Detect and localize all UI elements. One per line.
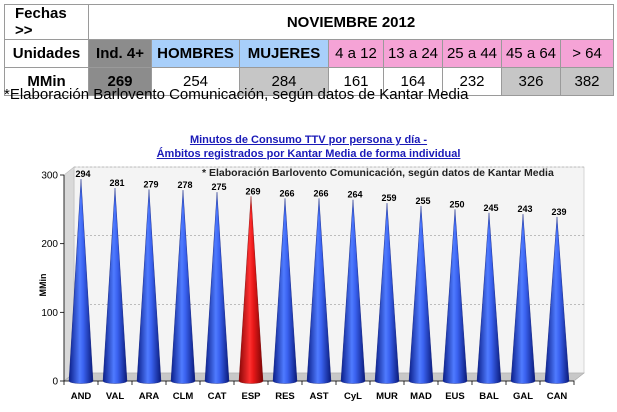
value-label-CLM: 278 (177, 180, 192, 190)
cone-body-CyL (340, 199, 366, 384)
value-label-GAL: 243 (517, 204, 532, 214)
x-tick-label-CAT: CAT (208, 391, 227, 402)
header-45-64: 45 a 64 (501, 39, 561, 68)
header-hombres: HOMBRES (151, 39, 240, 68)
source-note: *Elaboración Barlovento Comunicación, se… (4, 86, 469, 103)
header-ind: Ind. 4+ (88, 39, 152, 68)
x-tick-label-RES: RES (275, 391, 295, 402)
cone-body-ESP (238, 196, 264, 384)
cone-body-AST (306, 198, 332, 384)
chart-title: Minutos de Consumo TTV por persona y día… (189, 134, 428, 146)
header-64plus: > 64 (559, 39, 615, 68)
cone-body-CAT (204, 192, 230, 384)
x-tick-label-VAL: VAL (106, 391, 124, 402)
value-45-64: 326 (501, 67, 561, 96)
value-label-MAD: 255 (415, 196, 430, 206)
value-25-44: 232 (442, 67, 502, 96)
cone-RES (272, 198, 298, 384)
x-tick-label-layer: AND VAL ARA CLM CAT ESP RES AST CyL MUR MAD EUS BAL G… (63, 381, 575, 402)
chart-annotation: * Elaboración Barlovento Comunicación, s… (202, 167, 554, 179)
cone-ESP (238, 196, 264, 384)
cone-MAD (408, 205, 434, 384)
cone-body-MAD (408, 205, 434, 384)
x-tick-label-EUS: EUS (445, 391, 465, 402)
y-tick-label: 0 (52, 377, 58, 388)
cone-body-ARA (136, 189, 162, 384)
value-label-layer: 294 281 279 278 275 269 266 266 264 259 255 250 245 2… (75, 169, 566, 217)
header-mujeres: MUJERES (239, 39, 329, 68)
value-label-ARA: 279 (143, 179, 158, 189)
cone-layer (68, 179, 570, 384)
cone-body-VAL (102, 188, 128, 384)
x-tick-label-AST: AST (310, 391, 329, 402)
cone-EUS (442, 209, 468, 384)
value-label-CAN: 239 (551, 207, 566, 217)
y-tick-label-layer: 0 100 200 300 (41, 171, 64, 388)
value-ind: 269 (88, 67, 152, 96)
value-label-ESP: 269 (245, 186, 260, 196)
fechas-label: Fechas >> (4, 4, 89, 40)
x-tick-label-ARA: ARA (139, 391, 160, 402)
grid-layer (74, 166, 584, 305)
header-25-44: 25 a 44 (442, 39, 502, 68)
y-axis-label: MMin (38, 274, 48, 297)
cone-CAN (544, 216, 570, 384)
cone-BAL (476, 212, 502, 384)
x-tick-label-BAL: BAL (479, 391, 499, 402)
y-tick-label: 100 (41, 308, 58, 319)
cone-CLM (170, 190, 196, 384)
cone-ARA (136, 189, 162, 384)
value-label-AST: 266 (313, 188, 328, 198)
x-tick-label-AND: AND (71, 391, 92, 402)
cone-CAT (204, 192, 230, 384)
cone-body-CAN (544, 216, 570, 384)
cone-body-EUS (442, 209, 468, 384)
x-tick-label-GAL: GAL (513, 391, 533, 402)
value-label-BAL: 245 (483, 203, 498, 213)
value-label-CAT: 275 (211, 182, 226, 192)
cone-CyL (340, 199, 366, 384)
value-label-MUR: 259 (381, 193, 396, 203)
cone-body-CLM (170, 190, 196, 384)
y-tick-label: 300 (41, 171, 58, 182)
header-13-24: 13 a 24 (383, 39, 443, 68)
period-label: NOVIEMBRE 2012 (87, 4, 615, 40)
value-label-EUS: 250 (449, 199, 464, 209)
cone-VAL (102, 188, 128, 384)
value-label-AND: 294 (75, 169, 90, 179)
value-4-12: 161 (328, 67, 384, 96)
chart-subtitle: Ámbitos registrados por Kantar Media de … (156, 148, 461, 160)
x-tick-label-CyL: CyL (344, 391, 362, 402)
y-tick-label: 200 (41, 239, 58, 250)
x-tick-label-MUR: MUR (376, 391, 398, 402)
value-13-24: 164 (383, 67, 443, 96)
x-tick-label-MAD: MAD (410, 391, 432, 402)
cone-AST (306, 198, 332, 384)
cone-body-MUR (374, 203, 400, 384)
cone-AND (68, 179, 94, 384)
unidades-label: Unidades (4, 39, 89, 68)
value-64plus: 382 (559, 67, 615, 96)
value-hombres: 254 (151, 67, 240, 96)
cone-body-RES (272, 198, 298, 384)
cone-MUR (374, 203, 400, 384)
summary-table: Fechas >> NOVIEMBRE 2012 Unidades Ind. 4… (4, 4, 615, 96)
x-tick-label-ESP: ESP (241, 391, 261, 402)
cone-body-GAL (510, 214, 536, 384)
value-label-RES: 266 (279, 188, 294, 198)
cone-body-AND (68, 179, 94, 384)
mmin-label: MMin (4, 67, 89, 96)
x-tick-label-CLM: CLM (173, 391, 194, 402)
value-label-CyL: 264 (347, 190, 362, 200)
value-label-VAL: 281 (109, 178, 124, 188)
cone-GAL (510, 214, 536, 384)
x-tick-label-CAN: CAN (547, 391, 568, 402)
cone-body-BAL (476, 212, 502, 384)
value-mujeres: 284 (239, 67, 329, 96)
